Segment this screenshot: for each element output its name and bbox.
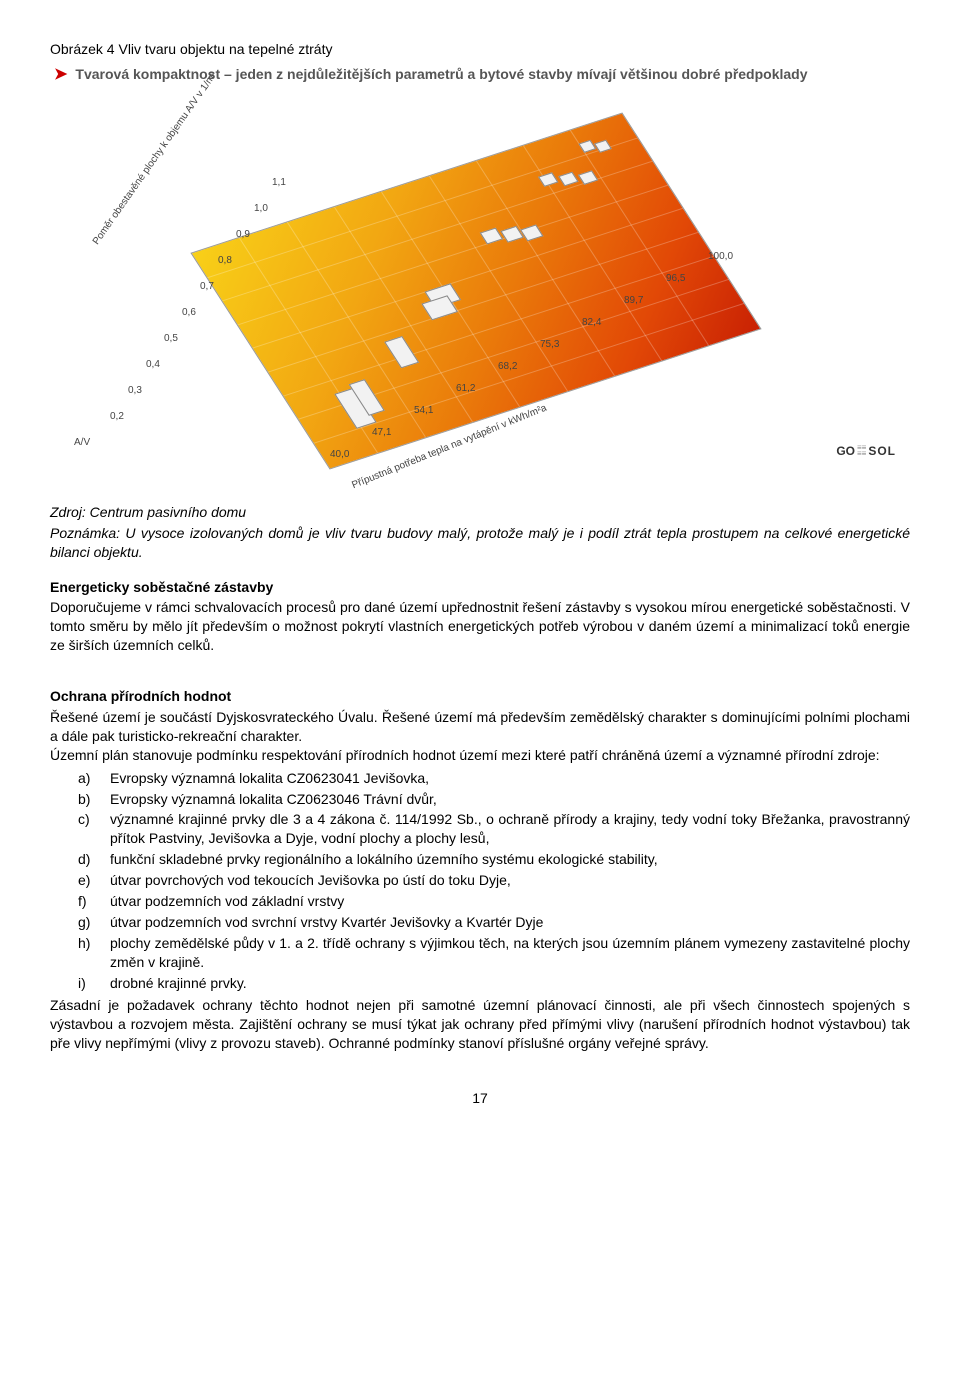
tick-left-4: 0,6 <box>182 306 196 320</box>
figure-bullet-text: Tvarová kompaktnost – jeden z nejdůležit… <box>75 65 807 84</box>
chart-3d-grid: 0,2 0,3 0,4 0,5 0,6 0,7 0,8 0,9 1,0 1,1 … <box>110 120 790 480</box>
tick-back-6: 82,4 <box>582 316 601 330</box>
logo-bars-icon: ≡≡≡≡ <box>857 445 866 457</box>
axis-left-title: Poměr obestavěné plochy k objemu A/V v 1… <box>90 27 250 248</box>
list-text: funkční skladebné prvky regionálního a l… <box>110 851 658 867</box>
list-item: g)útvar podzemních vod svrchní vrstvy Kv… <box>110 913 910 932</box>
logo-sol: SOL <box>868 443 896 459</box>
list-text: útvar podzemních vod svrchní vrstvy Kvar… <box>110 914 543 930</box>
axis-vert-title: A/V <box>74 436 90 450</box>
list-marker: i) <box>78 974 86 993</box>
tick-left-5: 0,7 <box>200 280 214 294</box>
list-item: b)Evropsky významná lokalita CZ0623046 T… <box>110 790 910 809</box>
tick-left-2: 0,4 <box>146 358 160 372</box>
list-item: a)Evropsky významná lokalita CZ0623041 J… <box>110 769 910 788</box>
list-marker: h) <box>78 934 90 953</box>
list-marker: b) <box>78 790 90 809</box>
tick-back-7: 89,7 <box>624 294 643 308</box>
figure-caption: Obrázek 4 Vliv tvaru objektu na tepelné … <box>50 40 910 59</box>
tick-left-0: 0,2 <box>110 410 124 424</box>
tick-back-3: 61,2 <box>456 382 475 396</box>
list-text: plochy zemědělské půdy v 1. a 2. třídě o… <box>110 935 910 970</box>
list-text: drobné krajinné prvky. <box>110 975 247 991</box>
section2-intro1: Řešené území je součástí Dyjskosvratecké… <box>50 708 910 746</box>
list-marker: e) <box>78 871 90 890</box>
section2-head: Ochrana přírodních hodnot <box>50 687 910 706</box>
list-marker: g) <box>78 913 90 932</box>
list-item: e)útvar povrchových vod tekoucích Jevišo… <box>110 871 910 890</box>
tick-back-2: 54,1 <box>414 404 433 418</box>
tick-back-1: 47,1 <box>372 426 391 440</box>
section2-list: a) Evropsky významná lokalita CZ0623041 J… <box>50 769 910 993</box>
tick-left-7: 0,9 <box>236 228 250 242</box>
list-marker: a) <box>78 769 90 788</box>
tick-back-5: 75,3 <box>540 338 559 352</box>
tick-left-6: 0,8 <box>218 254 232 268</box>
section2-tail: Zásadní je požadavek ochrany těchto hodn… <box>50 996 910 1053</box>
figure-bullet: ➤ Tvarová kompaktnost – jeden z nejdůlež… <box>50 65 910 84</box>
list-marker: d) <box>78 850 90 869</box>
list-item: d)funkční skladebné prvky regionálního a… <box>110 850 910 869</box>
logo: GO ≡≡≡≡ SOL <box>836 443 896 459</box>
tick-back-0: 40,0 <box>330 448 349 462</box>
list-text: útvar povrchových vod tekoucích Jevišovk… <box>110 872 511 888</box>
section2-intro2: Územní plán stanovuje podmínku respektov… <box>50 746 910 765</box>
tick-left-1: 0,3 <box>128 384 142 398</box>
list-item: c)významné krajinné prvky dle 3 a 4 záko… <box>110 810 910 848</box>
section1-body: Doporučujeme v rámci schvalovacích proce… <box>50 598 910 655</box>
section1-head: Energeticky soběstačné zástavby <box>50 578 910 597</box>
logo-go: GO <box>836 443 855 459</box>
heatmap-plane <box>190 112 761 469</box>
figure-chart: ➤ Tvarová kompaktnost – jeden z nejdůlež… <box>50 65 910 495</box>
list-text: Evropsky významná lokalita CZ0623041 Jev… <box>110 770 429 786</box>
tick-back-9: 100,0 <box>708 250 733 264</box>
list-text: Evropsky významná lokalita CZ0623046 Trá… <box>110 791 437 807</box>
list-item: f)útvar podzemních vod základní vrstvy <box>110 892 910 911</box>
tick-left-8: 1,0 <box>254 202 268 216</box>
tick-back-8: 96,5 <box>666 272 685 286</box>
list-marker: c) <box>78 810 90 829</box>
list-text: útvar podzemních vod základní vrstvy <box>110 893 344 909</box>
figure-source: Zdroj: Centrum pasivního domu <box>50 503 910 522</box>
page-number: 17 <box>50 1089 910 1108</box>
list-text: významné krajinné prvky dle 3 a 4 zákona… <box>110 811 910 846</box>
figure-note: Poznámka: U vysoce izolovaných domů je v… <box>50 524 910 562</box>
list-item: i)drobné krajinné prvky. <box>110 974 910 993</box>
tick-left-9: 1,1 <box>272 176 286 190</box>
tick-back-4: 68,2 <box>498 360 517 374</box>
tick-left-3: 0,5 <box>164 332 178 346</box>
arrow-icon: ➤ <box>54 65 67 84</box>
list-item: h)plochy zemědělské půdy v 1. a 2. třídě… <box>110 934 910 972</box>
list-marker: f) <box>78 892 87 911</box>
